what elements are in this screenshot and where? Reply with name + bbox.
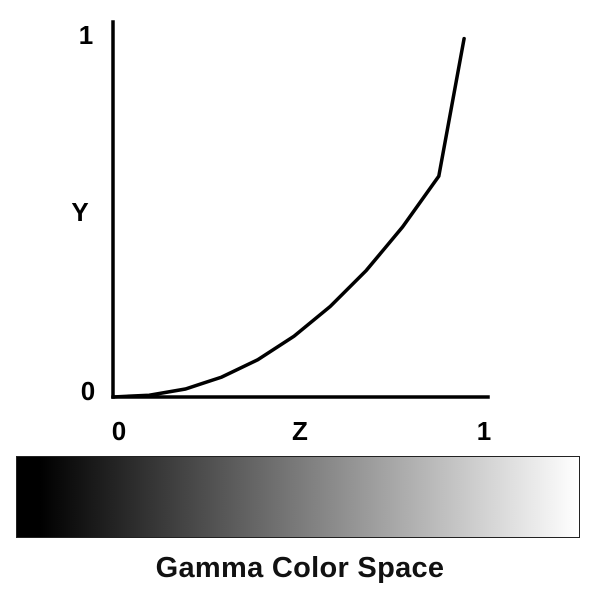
y-tick-label-min: 0: [81, 376, 95, 406]
y-tick-label-max: 1: [79, 20, 93, 50]
axes: [111, 20, 490, 399]
caption-title: Gamma Color Space: [155, 552, 445, 584]
x-tick-label-max: 1: [477, 416, 491, 446]
y-axis-label: Y: [71, 197, 88, 227]
gamma-curve-chart: 1 0 Y 0 Z 1: [71, 20, 491, 446]
gamma-curve-line: [111, 36, 466, 399]
x-tick-label-min: 0: [112, 416, 126, 446]
grayscale-gradient-bar: [16, 456, 580, 538]
x-axis-label: Z: [292, 416, 308, 446]
